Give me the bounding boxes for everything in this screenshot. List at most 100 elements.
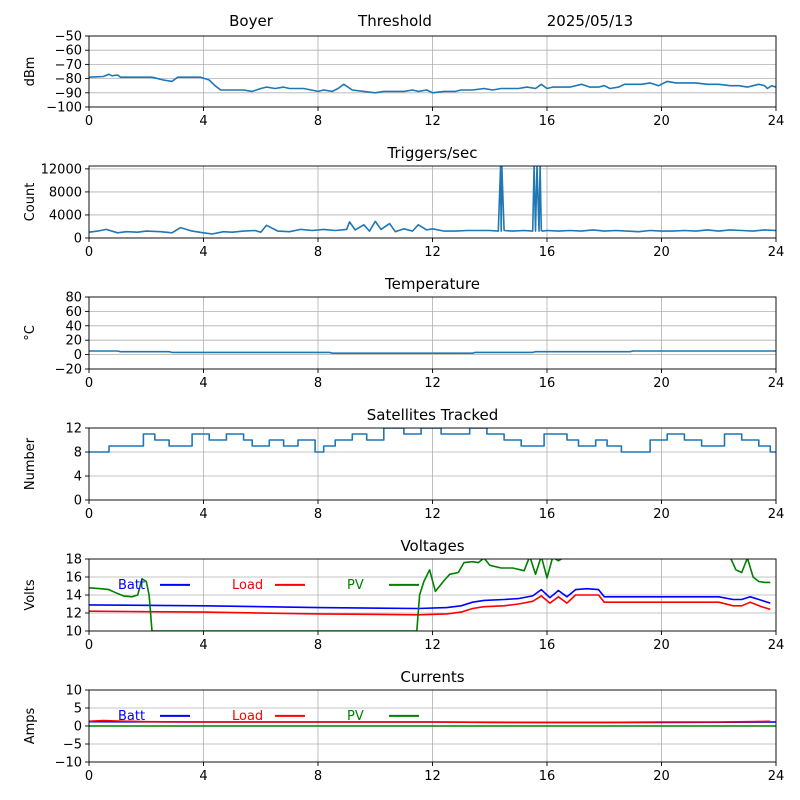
- y-tick-label: 0: [74, 348, 82, 363]
- y-axis-label: Number: [23, 437, 38, 490]
- legend-label-batt: Batt: [118, 709, 145, 724]
- y-tick-label: −100: [46, 101, 82, 116]
- series-line-load: [89, 594, 771, 616]
- x-tick-label: 4: [199, 638, 207, 653]
- x-tick-label: 16: [539, 638, 556, 653]
- x-tick-label: 8: [314, 245, 322, 260]
- x-tick-label: 12: [424, 114, 441, 129]
- x-tick-label: 16: [539, 769, 556, 784]
- x-tick-label: 8: [314, 114, 322, 129]
- panel-title: Satellites Tracked: [367, 406, 498, 424]
- x-tick-label: 16: [539, 507, 556, 522]
- y-axis-label: Volts: [23, 579, 38, 611]
- series-line-0: [89, 166, 776, 235]
- x-tick-label: 20: [653, 638, 670, 653]
- plot-area: [89, 350, 776, 355]
- x-tick-label: 20: [653, 245, 670, 260]
- series-line-0: [89, 428, 776, 453]
- x-tick-label: 24: [768, 638, 785, 653]
- y-tick-label: 8: [74, 446, 82, 461]
- y-tick-label: 10: [65, 684, 82, 699]
- x-tick-label: 20: [653, 376, 670, 391]
- y-tick-label: −10: [55, 756, 82, 771]
- panel-4: 0 4 8 12 16 20 24 10 12 14 16 18 Volts Voltages Batt Lo…: [23, 537, 784, 653]
- y-tick-label: 0: [74, 494, 82, 509]
- x-tick-label: 20: [653, 507, 670, 522]
- series-line-batt: [89, 587, 771, 610]
- panel-title: Triggers/sec: [387, 144, 478, 162]
- y-tick-label: 4000: [49, 208, 82, 223]
- x-tick-label: 0: [85, 638, 93, 653]
- x-tick-label: 0: [85, 245, 93, 260]
- x-tick-label: 24: [768, 114, 785, 129]
- y-tick-label: 60: [65, 305, 82, 320]
- series-line-0: [89, 350, 776, 355]
- y-tick-label: 12: [65, 422, 82, 437]
- legend-label-pv: PV: [347, 709, 364, 724]
- y-tick-label: 0: [74, 232, 82, 247]
- y-tick-label: 12: [65, 607, 82, 622]
- plot-area: [89, 166, 776, 235]
- x-tick-label: 16: [539, 245, 556, 260]
- y-axis-label: Count: [23, 183, 38, 222]
- x-tick-label: 8: [314, 376, 322, 391]
- legend-label-load: Load: [232, 578, 263, 593]
- x-tick-label: 0: [85, 769, 93, 784]
- y-tick-label: −90: [55, 86, 82, 101]
- panel-title: Temperature: [384, 275, 480, 293]
- series-line-load: [89, 719, 771, 724]
- x-tick-label: 0: [85, 507, 93, 522]
- x-tick-label: 8: [314, 769, 322, 784]
- y-tick-label: −60: [55, 44, 82, 59]
- y-tick-label: 16: [65, 571, 82, 586]
- panel-title: Voltages: [400, 537, 464, 555]
- legend-label-pv: PV: [347, 578, 364, 593]
- x-tick-label: 0: [85, 114, 93, 129]
- x-tick-label: 0: [85, 376, 93, 391]
- y-tick-label: 18: [65, 553, 82, 568]
- header-mode: Threshold: [357, 12, 432, 30]
- y-tick-label: −70: [55, 58, 82, 73]
- y-tick-label: 0: [74, 720, 82, 735]
- header-station: Boyer: [229, 12, 274, 30]
- plot-area: [89, 73, 776, 94]
- y-tick-label: 8000: [49, 185, 82, 200]
- x-tick-label: 20: [653, 114, 670, 129]
- legend-label-batt: Batt: [118, 578, 145, 593]
- plot-area: [89, 428, 776, 453]
- y-axis-label: Amps: [23, 707, 38, 744]
- header-date: 2025/05/13: [547, 12, 633, 30]
- y-tick-label: 14: [65, 589, 82, 604]
- y-axis-label: °C: [23, 325, 38, 341]
- series-line-0: [89, 73, 776, 94]
- x-tick-label: 4: [199, 245, 207, 260]
- y-tick-label: 4: [74, 470, 82, 485]
- x-tick-label: 4: [199, 507, 207, 522]
- x-tick-label: 16: [539, 114, 556, 129]
- x-tick-label: 8: [314, 638, 322, 653]
- panel-0: 0 4 8 12 16 20 24 −100−90−80−70−60−50 dBm: [23, 30, 784, 130]
- y-tick-label: −20: [55, 363, 82, 378]
- x-tick-label: 12: [424, 507, 441, 522]
- x-tick-label: 24: [768, 376, 785, 391]
- panel-title: Currents: [400, 668, 464, 686]
- x-tick-label: 12: [424, 376, 441, 391]
- y-tick-label: −5: [63, 738, 82, 753]
- y-tick-label: 10: [65, 625, 82, 640]
- x-tick-label: 16: [539, 376, 556, 391]
- x-tick-label: 24: [768, 769, 785, 784]
- y-axis-label: dBm: [23, 57, 38, 87]
- y-tick-label: 40: [65, 319, 82, 334]
- panel-3: 0 4 8 12 16 20 24 0 4 8 12 Number Satellites Tracked: [23, 406, 784, 522]
- y-tick-label: 20: [65, 334, 82, 349]
- x-tick-label: 4: [199, 114, 207, 129]
- legend-label-load: Load: [232, 709, 263, 724]
- x-tick-label: 4: [199, 376, 207, 391]
- y-tick-label: −50: [55, 30, 82, 45]
- panel-5: 0 4 8 12 16 20 24 −10 −5 0 5 10 Amps Currents Batt Load…: [23, 668, 784, 784]
